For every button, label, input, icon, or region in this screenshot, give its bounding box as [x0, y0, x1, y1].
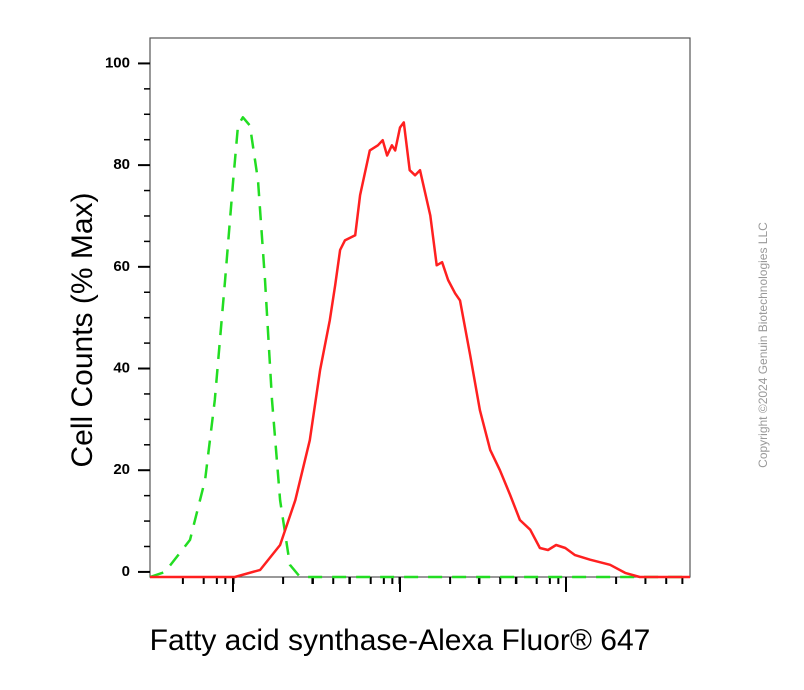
- y-axis-label: Cell Counts (% Max): [66, 192, 99, 467]
- plot-frame: [149, 37, 691, 578]
- y-tick-label: 20: [113, 461, 130, 478]
- y-tick-label: 40: [113, 359, 130, 376]
- watermark: Copyright ©2024 Genuin Biotechnologies L…: [756, 222, 770, 468]
- y-tick-label: 60: [113, 258, 130, 275]
- y-tick-label: 100: [105, 54, 130, 71]
- x-axis-ticks: [181, 577, 684, 592]
- x-axis-label: Fatty acid synthase-Alexa Fluor® 647: [150, 624, 651, 657]
- y-tick-label: 80: [113, 156, 130, 173]
- series-line: [150, 121, 690, 579]
- series-line: [149, 116, 690, 579]
- y-tick-label: 0: [122, 563, 130, 580]
